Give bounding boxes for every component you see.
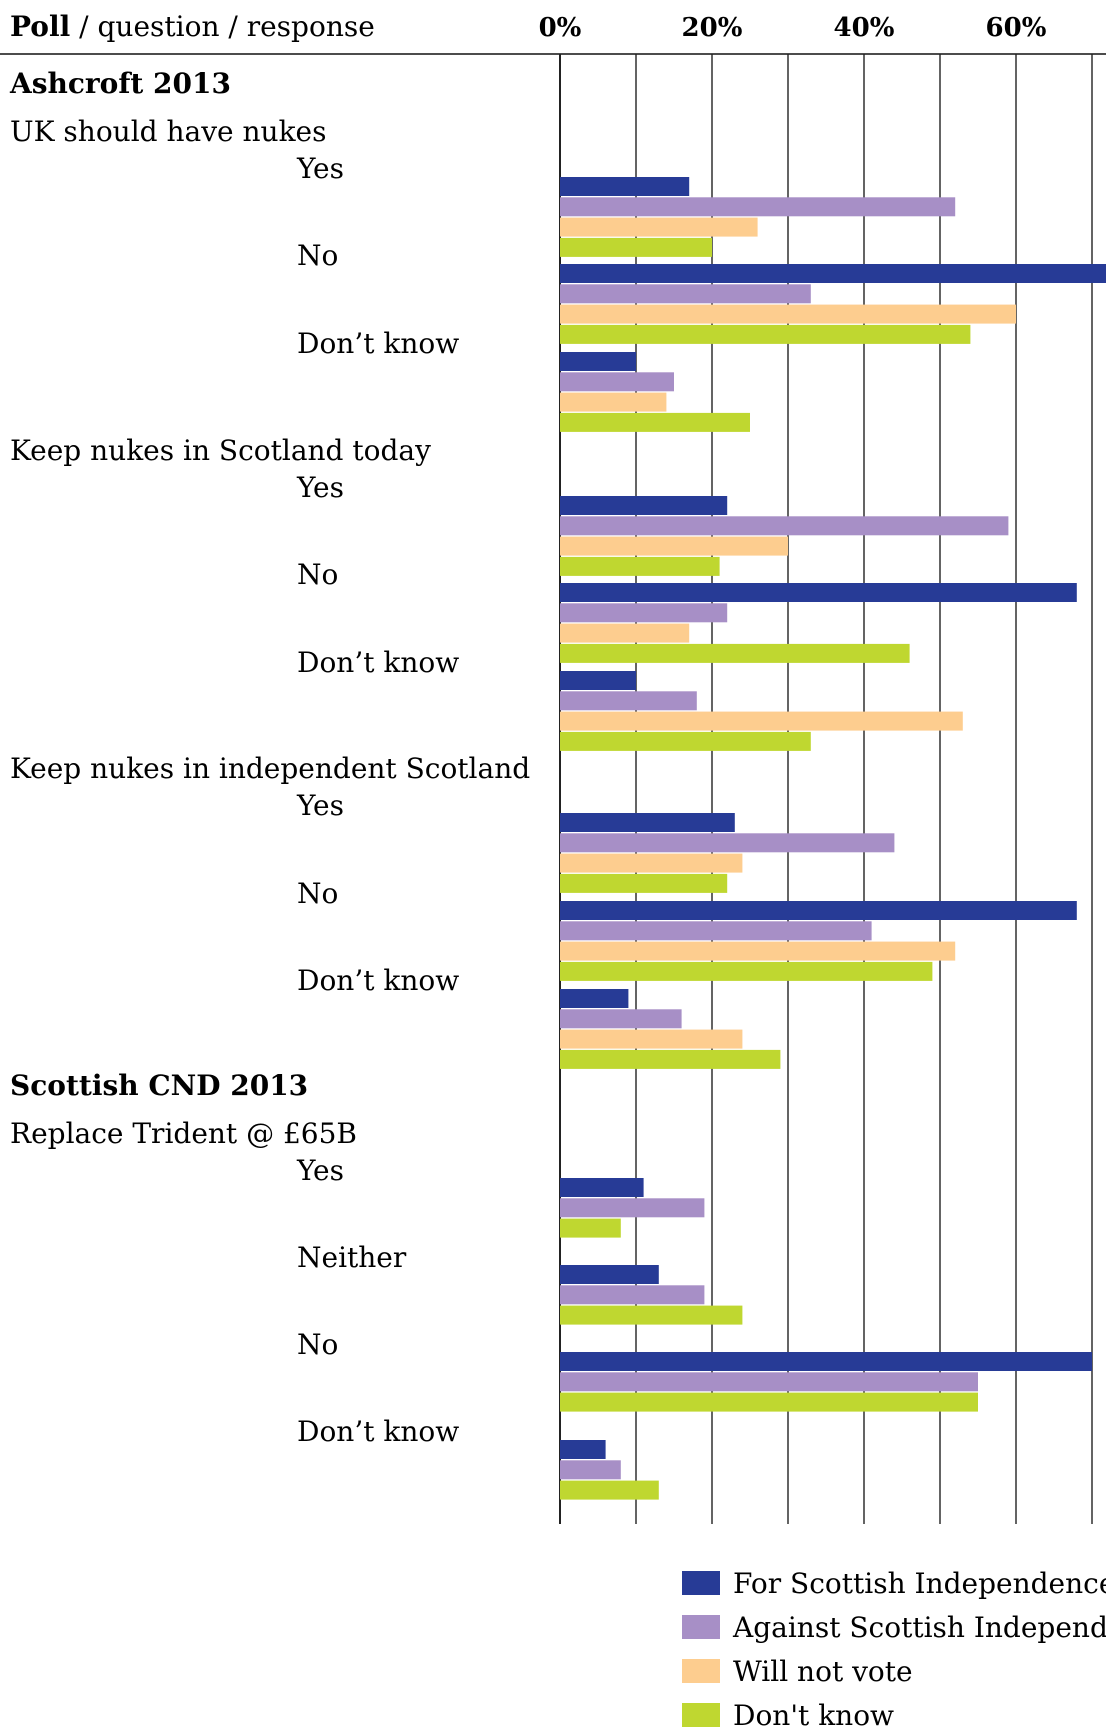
bar (560, 1198, 705, 1218)
response-label: Don’t know (297, 1415, 459, 1448)
header-title: Poll / question / response (10, 10, 375, 43)
bar (560, 217, 758, 237)
bar (560, 304, 1016, 324)
bar (560, 496, 728, 515)
bar (560, 1029, 743, 1049)
bar (560, 392, 667, 412)
tick-label: 20% (682, 13, 743, 43)
response-label: Yes (296, 152, 344, 185)
bar (560, 583, 1077, 602)
bar (560, 989, 629, 1008)
legend-swatch (682, 1659, 720, 1683)
bar (560, 813, 735, 832)
bar (560, 516, 1009, 536)
bar (560, 1480, 659, 1500)
poll-title: Scottish CND 2013 (10, 1069, 308, 1102)
response-label: Neither (297, 1241, 407, 1274)
bar (560, 1460, 621, 1480)
response-label: Don’t know (297, 646, 459, 679)
bar (560, 961, 933, 981)
bar (560, 1392, 978, 1412)
chart-rows: Ashcroft 2013 UK should have nukes Yes No Do… (9, 67, 1106, 1500)
header-title-rest: / question / response (70, 10, 375, 43)
bar (560, 901, 1077, 920)
bar (560, 237, 712, 257)
response-label: Don’t know (297, 327, 459, 360)
bar (560, 691, 697, 711)
legend-label: Will not vote (733, 1655, 913, 1688)
bar (560, 284, 811, 304)
legend: For Scottish Independence Against Scottis… (682, 1567, 1106, 1732)
question-label: Keep nukes in independent Scotland (10, 752, 530, 785)
bar (560, 941, 956, 961)
bar (560, 623, 690, 643)
bar (560, 1009, 682, 1029)
tick-label: 60% (986, 13, 1047, 43)
bar (560, 833, 895, 853)
bar (560, 556, 720, 576)
bar (560, 1285, 705, 1305)
legend-swatch (682, 1571, 720, 1595)
bar (560, 853, 743, 873)
bar (560, 711, 963, 731)
bar (560, 264, 1106, 283)
legend-label: Against Scottish Independence (732, 1611, 1106, 1644)
bar (560, 1440, 606, 1459)
header-title-bold: Poll (10, 10, 70, 43)
question-label: Keep nukes in Scotland today (10, 434, 431, 467)
bar (560, 603, 728, 623)
response-label: No (297, 877, 338, 910)
response-label: Yes (296, 471, 344, 504)
bar (560, 1218, 621, 1238)
response-label: No (297, 558, 338, 591)
bar (560, 1265, 659, 1284)
bar (560, 671, 636, 690)
tick-label: 0% (539, 13, 582, 43)
response-label: Don’t know (297, 964, 459, 997)
legend-swatch (682, 1703, 720, 1727)
legend-label: For Scottish Independence (733, 1567, 1106, 1600)
bar (560, 731, 811, 751)
legend-swatch (682, 1615, 720, 1639)
question-label: Replace Trident @ £65B (10, 1117, 357, 1150)
tick-label: 40% (834, 13, 895, 43)
bar (560, 921, 872, 941)
tick-labels: 0% 20% 40% 60% (539, 13, 1047, 43)
bar (560, 536, 788, 556)
response-label: Yes (296, 789, 344, 822)
bar (560, 197, 956, 217)
bar (560, 1352, 1092, 1371)
poll-title: Ashcroft 2013 (9, 67, 231, 100)
bar (560, 643, 910, 663)
legend-label: Don't know (733, 1699, 894, 1732)
question-label: UK should have nukes (10, 115, 326, 148)
bar (560, 873, 728, 893)
response-label: Yes (296, 1154, 344, 1187)
bar (560, 372, 674, 392)
bar (560, 324, 971, 344)
response-label: No (297, 1328, 338, 1361)
bar (560, 352, 636, 371)
bar (560, 1178, 644, 1197)
bar (560, 1049, 781, 1069)
bar (560, 1305, 743, 1325)
bar (560, 177, 690, 196)
bar (560, 1372, 978, 1392)
response-label: No (297, 239, 338, 272)
bar (560, 412, 750, 432)
